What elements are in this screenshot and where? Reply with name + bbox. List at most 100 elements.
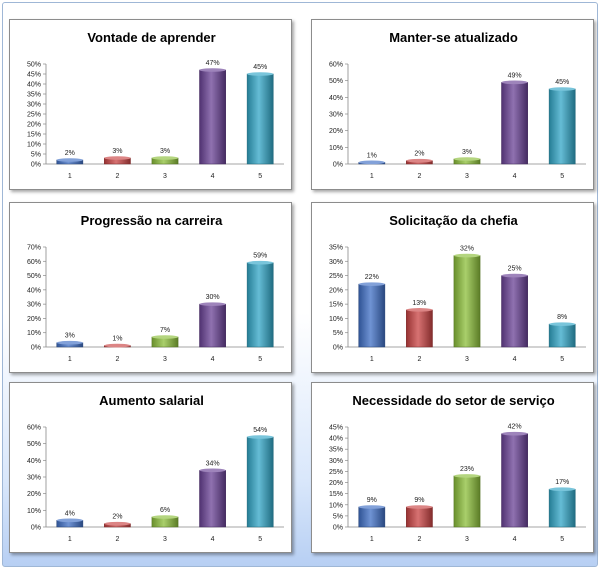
data-label: 6% bbox=[160, 507, 170, 514]
x-tick-label: 3 bbox=[163, 356, 167, 363]
bar-2 bbox=[406, 309, 433, 348]
x-tick-label: 3 bbox=[163, 536, 167, 543]
y-tick-label: 0% bbox=[31, 345, 41, 352]
chart-title: Necessidade do setor de serviço bbox=[352, 393, 554, 408]
x-tick-label: 1 bbox=[68, 173, 72, 180]
bar-4 bbox=[199, 303, 226, 348]
y-tick-label: 0% bbox=[31, 162, 41, 169]
y-tick-label: 40% bbox=[329, 436, 343, 443]
data-label: 25% bbox=[508, 266, 522, 273]
x-tick-label: 5 bbox=[258, 356, 262, 363]
y-tick-label: 35% bbox=[329, 245, 343, 252]
y-tick-label: 30% bbox=[329, 259, 343, 266]
data-label: 45% bbox=[555, 79, 569, 86]
data-label: 45% bbox=[253, 64, 267, 71]
chart-svg: Necessidade do setor de serviço0%5%10%15… bbox=[329, 393, 586, 543]
data-label: 4% bbox=[65, 510, 75, 517]
data-label: 17% bbox=[555, 479, 569, 486]
bar-top bbox=[358, 282, 385, 286]
y-tick-label: 60% bbox=[27, 259, 41, 266]
x-tick-label: 4 bbox=[211, 173, 215, 180]
y-tick-label: 20% bbox=[27, 491, 41, 498]
x-tick-label: 4 bbox=[211, 536, 215, 543]
bar-top bbox=[501, 431, 528, 436]
y-tick-label: 10% bbox=[27, 330, 41, 337]
y-tick-label: 30% bbox=[27, 302, 41, 309]
data-label: 1% bbox=[112, 336, 122, 343]
chart-title: Progressão na carreira bbox=[81, 213, 223, 228]
y-tick-label: 60% bbox=[27, 425, 41, 432]
bar-top bbox=[151, 515, 179, 519]
y-tick-label: 5% bbox=[31, 152, 41, 159]
chart-title: Solicitação da chefia bbox=[389, 213, 518, 228]
y-tick-label: 25% bbox=[27, 112, 41, 119]
y-tick-label: 45% bbox=[27, 72, 41, 79]
y-tick-label: 0% bbox=[333, 345, 343, 352]
x-tick-label: 2 bbox=[417, 356, 421, 363]
chart-panel-manter-se-atualizado: Manter-se atualizado 0% 10% 20% 30% 40% 50% 60%… bbox=[311, 19, 594, 190]
x-tick-label: 2 bbox=[115, 173, 119, 180]
data-label: 8% bbox=[557, 314, 567, 321]
y-tick-label: 30% bbox=[27, 475, 41, 482]
chart-svg: Vontade de aprender0%5%10%15%20%25%30%35… bbox=[27, 30, 284, 180]
y-tick-label: 30% bbox=[27, 102, 41, 109]
y-tick-label: 5% bbox=[333, 330, 343, 337]
data-label: 2% bbox=[414, 151, 424, 158]
y-tick-label: 30% bbox=[329, 112, 343, 119]
bar-1 bbox=[358, 506, 386, 528]
x-tick-label: 4 bbox=[513, 356, 517, 363]
bar-2 bbox=[406, 506, 433, 528]
chart-title: Manter-se atualizado bbox=[389, 30, 518, 45]
x-tick-label: 2 bbox=[115, 536, 119, 543]
chart-title: Aumento salarial bbox=[99, 393, 204, 408]
y-tick-label: 40% bbox=[329, 95, 343, 102]
data-label: 49% bbox=[508, 72, 522, 79]
x-tick-label: 1 bbox=[370, 356, 374, 363]
y-tick-label: 50% bbox=[27, 441, 41, 448]
y-tick-label: 0% bbox=[333, 162, 343, 169]
x-tick-label: 3 bbox=[465, 356, 469, 363]
y-tick-label: 15% bbox=[329, 302, 343, 309]
bar-top bbox=[453, 157, 481, 161]
bar-5 bbox=[548, 88, 576, 165]
y-tick-label: 15% bbox=[329, 491, 343, 498]
bar-5 bbox=[246, 73, 274, 165]
chart-svg: Aumento salarial 0% 10% 20% 30% 40% 50% 60% 4% 1 2… bbox=[27, 393, 284, 543]
bar-4 bbox=[501, 82, 528, 165]
y-tick-label: 40% bbox=[27, 82, 41, 89]
bar-top bbox=[56, 518, 83, 523]
data-label: 54% bbox=[253, 427, 267, 434]
bar-4 bbox=[501, 275, 528, 348]
bar-5 bbox=[246, 262, 274, 348]
bar-top bbox=[453, 253, 481, 258]
x-tick-label: 2 bbox=[115, 356, 119, 363]
x-tick-label: 1 bbox=[68, 536, 72, 543]
bar-top bbox=[358, 160, 385, 165]
bar-top bbox=[104, 521, 131, 526]
chart-title: Vontade de aprender bbox=[87, 30, 215, 45]
y-tick-label: 20% bbox=[27, 316, 41, 323]
y-tick-label: 25% bbox=[329, 469, 343, 476]
bar-5 bbox=[246, 436, 274, 528]
x-tick-label: 5 bbox=[560, 356, 564, 363]
bar-4 bbox=[501, 433, 528, 528]
x-tick-label: 2 bbox=[417, 536, 421, 543]
data-label: 59% bbox=[253, 253, 267, 260]
y-tick-label: 25% bbox=[329, 273, 343, 280]
bar-3 bbox=[453, 255, 481, 348]
chart-panel-progressao-na-carreira: Progressão na carreira 0% 10% 20% 30% 40% 50% 6… bbox=[9, 202, 292, 373]
bar-top bbox=[549, 322, 576, 326]
bar-top bbox=[247, 435, 274, 439]
data-label: 9% bbox=[367, 497, 377, 504]
chart-panel-solicitacao-da-chefia: Solicitação da chefia 0% 5% 10% 15% 20% 25% 30%… bbox=[311, 202, 594, 373]
data-label: 13% bbox=[412, 300, 426, 307]
data-label: 2% bbox=[112, 514, 122, 521]
bar-top bbox=[501, 273, 528, 278]
x-tick-label: 4 bbox=[513, 173, 517, 180]
x-tick-label: 4 bbox=[513, 536, 517, 543]
data-label: 1% bbox=[367, 152, 377, 159]
data-label: 3% bbox=[462, 149, 472, 156]
x-tick-label: 5 bbox=[560, 173, 564, 180]
y-tick-label: 35% bbox=[27, 92, 41, 99]
x-tick-label: 3 bbox=[163, 173, 167, 180]
